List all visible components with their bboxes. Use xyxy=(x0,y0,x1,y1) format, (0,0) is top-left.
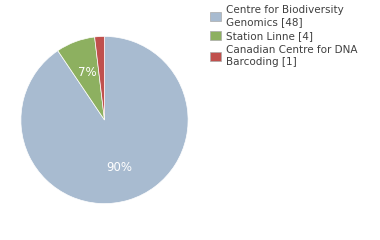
Wedge shape xyxy=(21,36,188,204)
Wedge shape xyxy=(58,37,104,120)
Legend: Centre for Biodiversity
Genomics [48], Station Linne [4], Canadian Centre for DN: Centre for Biodiversity Genomics [48], S… xyxy=(211,5,358,67)
Text: 90%: 90% xyxy=(106,162,132,174)
Wedge shape xyxy=(95,36,105,120)
Text: 7%: 7% xyxy=(78,66,97,79)
